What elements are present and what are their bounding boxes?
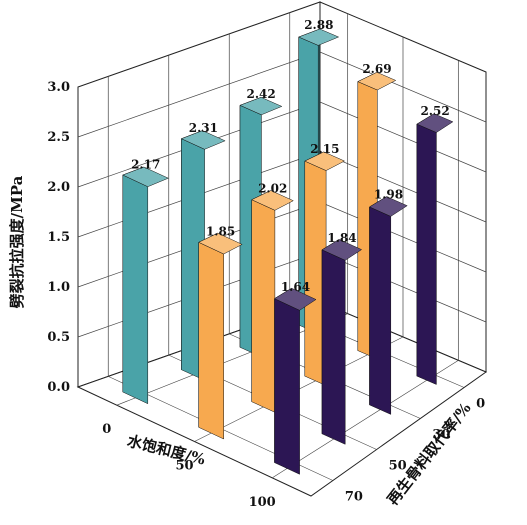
- bar-top-face: [321, 239, 363, 261]
- bar-top-face: [368, 196, 408, 217]
- z-axis-label: 劈裂抗拉强度/MPa: [8, 175, 26, 308]
- bar-front-face: [122, 174, 149, 405]
- bar-top-face: [198, 232, 243, 255]
- data-label: 2.52: [420, 104, 449, 118]
- bar-top-face: [273, 287, 317, 311]
- data-label: 2.02: [258, 181, 287, 195]
- z-tick-label: 0.5: [47, 330, 70, 345]
- y-tick-label: 70: [345, 490, 363, 505]
- data-label: 2.69: [362, 62, 391, 76]
- x-tick-label: 50: [175, 459, 193, 474]
- bar: [368, 196, 408, 415]
- data-label: 2.31: [189, 121, 218, 135]
- z-tick-label: 3.0: [47, 80, 70, 95]
- data-label: 1.85: [206, 224, 235, 238]
- x-tick-label: 100: [249, 495, 276, 510]
- y-tick-label: 30: [432, 428, 450, 443]
- x-tick-labels: 0 50 100: [102, 422, 275, 510]
- bar-layer: [122, 28, 454, 475]
- bar-top-face: [304, 151, 346, 171]
- bar-top-face: [180, 130, 226, 150]
- bar-front-face: [416, 123, 437, 385]
- z-tick-label: 2.0: [47, 180, 70, 195]
- bar-top-face: [416, 113, 454, 133]
- z-tick-labels: 0.0 0.5 1.0 1.5 2.0 2.5 3.0: [47, 80, 70, 395]
- bar: [273, 287, 317, 475]
- y-tick-labels: 0 30 50 70: [345, 397, 485, 505]
- bar-top-face: [251, 190, 294, 211]
- bar-top-face: [298, 28, 340, 46]
- bar: [416, 113, 454, 385]
- data-label: 2.15: [310, 142, 339, 156]
- y-tick-label: 50: [389, 459, 407, 474]
- data-label: 1.84: [327, 231, 356, 245]
- z-tick-label: 2.5: [47, 130, 70, 145]
- data-label: 2.42: [246, 87, 275, 101]
- bar: [321, 238, 363, 445]
- bar-front-face: [369, 206, 392, 415]
- bar: [198, 232, 243, 440]
- bar-front-face: [251, 199, 276, 413]
- y-tick-label: 0: [476, 397, 485, 412]
- bar-front-face: [274, 298, 300, 475]
- bar-top-face: [122, 166, 169, 187]
- bar-front-face: [321, 249, 346, 445]
- bar-top-face: [357, 72, 397, 91]
- data-label: 1.98: [374, 187, 403, 201]
- data-label: 2.88: [304, 18, 333, 32]
- bar: [251, 190, 294, 413]
- bar-front-face: [198, 241, 224, 440]
- z-tick-label: 0.0: [47, 380, 70, 395]
- data-label: 2.17: [131, 158, 160, 172]
- z-tick-label: 1.5: [47, 230, 70, 245]
- z-tick-label: 1.0: [47, 280, 70, 295]
- data-label: 1.64: [281, 280, 310, 294]
- bar: [122, 166, 169, 405]
- x-tick-label: 0: [102, 422, 111, 437]
- data-labels: 2.88 2.69 2.52 2.42 2.15 1.98 2.31 2.02 1.84 2.17…: [131, 18, 450, 294]
- bar: [304, 151, 346, 386]
- bar-top-face: [239, 97, 283, 116]
